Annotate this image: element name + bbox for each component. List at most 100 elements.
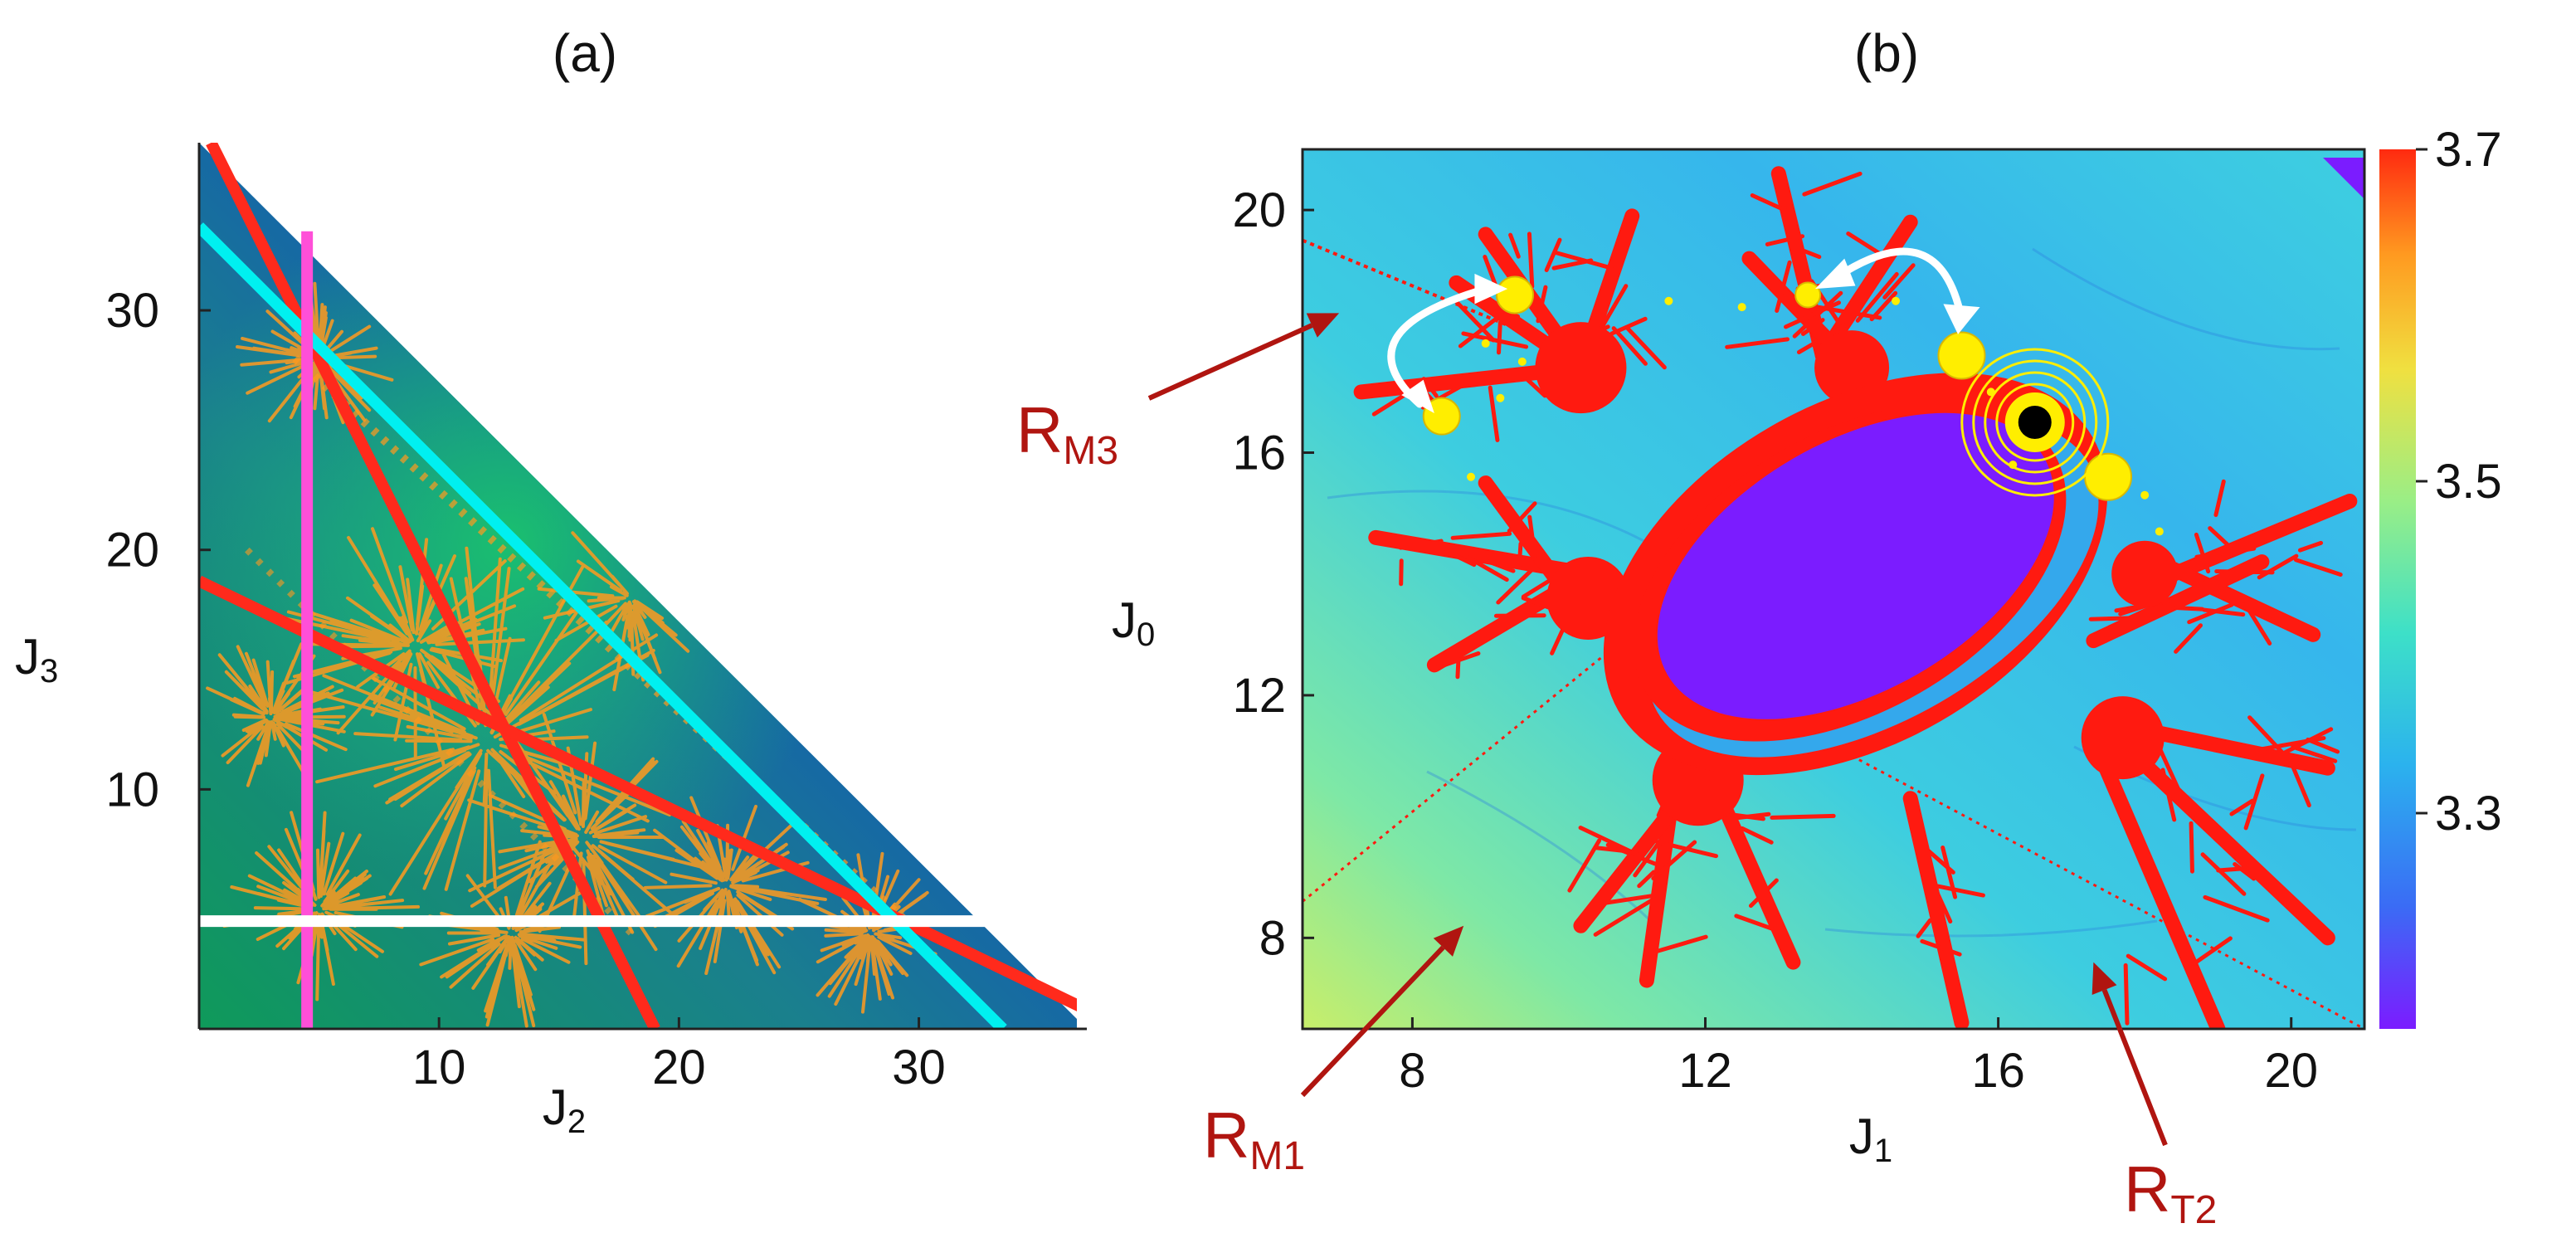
island-point-3: [1937, 331, 1986, 380]
res-barb: [1793, 245, 1822, 260]
res-filament-14: [2115, 736, 2335, 946]
annotation-label-0: RM3: [1016, 393, 1118, 473]
colorbar-tick-label: 3.3: [2435, 787, 2502, 841]
colorbar: [2379, 149, 2416, 1029]
res-barb: [1398, 539, 1444, 550]
res-barb: [1451, 296, 1496, 343]
res-barb: [2160, 768, 2177, 822]
res-barb: [1846, 231, 1885, 257]
panel-a: (a) 10 20 30 10 20 30 J2 J3: [15, 23, 1087, 1140]
panel-b-xtick-label: 16: [1971, 1044, 2025, 1098]
res-barb: [1765, 234, 1805, 246]
island-speck: [1737, 303, 1746, 312]
annotation-label-1: RM1: [1203, 1099, 1305, 1178]
white-arrow-right: [1833, 247, 1965, 324]
res-barb: [1536, 285, 1548, 324]
panel-a-xlabel: J2: [543, 1079, 586, 1140]
res-filament-15: [2093, 748, 2226, 1029]
res-filament-5: [1814, 214, 1918, 363]
island-speck: [1467, 472, 1476, 481]
res-barb: [1567, 838, 1602, 893]
white-arrowhead-2: [1401, 379, 1434, 413]
island-black-point: [2018, 405, 2052, 439]
white-arrowhead-4: [1943, 304, 1980, 334]
annotation-arrowhead-0: [1306, 313, 1340, 338]
res-barb: [2306, 737, 2340, 754]
res-barb: [2194, 546, 2257, 559]
res-barb: [2216, 866, 2249, 873]
res-barb: [1444, 549, 1477, 568]
annotation-arrowhead-1: [1433, 925, 1464, 957]
res-barb: [1456, 549, 1509, 582]
island-ring-0: [1960, 348, 2110, 497]
res-barb: [2293, 558, 2343, 577]
panel-a-xtick-label: 10: [412, 1040, 466, 1094]
res-barb: [2213, 479, 2226, 518]
res-junction-5: [2111, 540, 2179, 607]
island-speck: [1517, 357, 1527, 366]
res-diagonal-3: [1851, 754, 2364, 1029]
res-barb: [2088, 615, 2156, 621]
island-point-1: [1794, 281, 1822, 309]
res-barb: [1527, 231, 1535, 289]
panel-b-white-arrows: [1387, 247, 1980, 413]
island-speck: [1892, 296, 1901, 305]
panel-b-islands: [1422, 275, 2164, 536]
res-barb: [1450, 531, 1512, 540]
res-barb: [1775, 260, 1792, 313]
panel-b-ytick-label: 16: [1232, 426, 1286, 480]
island-ring-2: [1984, 371, 2087, 474]
res-junction-4: [2081, 696, 2165, 780]
annotation-arrow-0: [1147, 323, 1313, 401]
res-barb: [1882, 263, 1916, 300]
res-barb: [1740, 826, 1774, 845]
res-barb: [2187, 602, 2234, 625]
res-barb: [1461, 331, 1529, 349]
panel-a-lines: [199, 143, 1077, 1029]
res-barb: [2156, 743, 2184, 801]
res-barb: [1399, 558, 1404, 587]
res-barb: [1527, 514, 1537, 558]
res-barb: [2202, 607, 2246, 617]
res-barb: [1725, 337, 1790, 349]
res-barb: [1508, 232, 1521, 259]
res-barb: [1497, 320, 1502, 355]
res-barb: [1421, 377, 1439, 398]
violet-core: [1657, 412, 2054, 719]
res-barb: [1727, 811, 1771, 821]
res-barb: [1734, 914, 1774, 931]
panel-b-ylabel: J0: [1112, 592, 1155, 653]
panel-a-label: (a): [553, 23, 617, 83]
res-barb: [2189, 821, 2194, 874]
res-barb: [1770, 813, 1836, 820]
res-barb: [1600, 892, 1663, 906]
white-arrow-left: [1387, 285, 1490, 408]
res-filament-19: [2086, 554, 2270, 649]
colorbar-tick-label: 3.5: [2435, 455, 2502, 509]
res-barb: [2231, 597, 2277, 624]
panel-a-plot-area: [199, 143, 1077, 1029]
res-barb: [1633, 833, 1666, 878]
panel-a-ytick-label: 30: [105, 284, 159, 338]
panel-b-xtick-label: 8: [1399, 1044, 1425, 1098]
res-barb: [1931, 881, 1953, 924]
island-speck: [2009, 461, 2018, 470]
res-barb: [1783, 300, 1842, 329]
res-barb: [2189, 936, 2233, 968]
res-barb: [1748, 878, 1779, 909]
res-barb: [1792, 290, 1843, 339]
panel-a-line-0: [206, 143, 660, 1029]
res-barb: [1544, 237, 1562, 273]
island-speck: [2155, 527, 2164, 536]
panel-b-annotations: RM3 RM1 RT2: [1016, 313, 2217, 1232]
panel-b-corner-patch: [2323, 158, 2364, 199]
panel-a-ticks: 10 20 30 10 20 30: [105, 284, 945, 1094]
res-barb: [1599, 284, 1629, 331]
res-barb: [1624, 324, 1667, 370]
res-barb: [2247, 715, 2290, 760]
panel-a-xtick-label: 30: [892, 1040, 946, 1094]
res-barb: [1593, 846, 1634, 854]
panel-b-frame: [1301, 148, 2366, 1031]
res-barb: [1550, 624, 1566, 655]
